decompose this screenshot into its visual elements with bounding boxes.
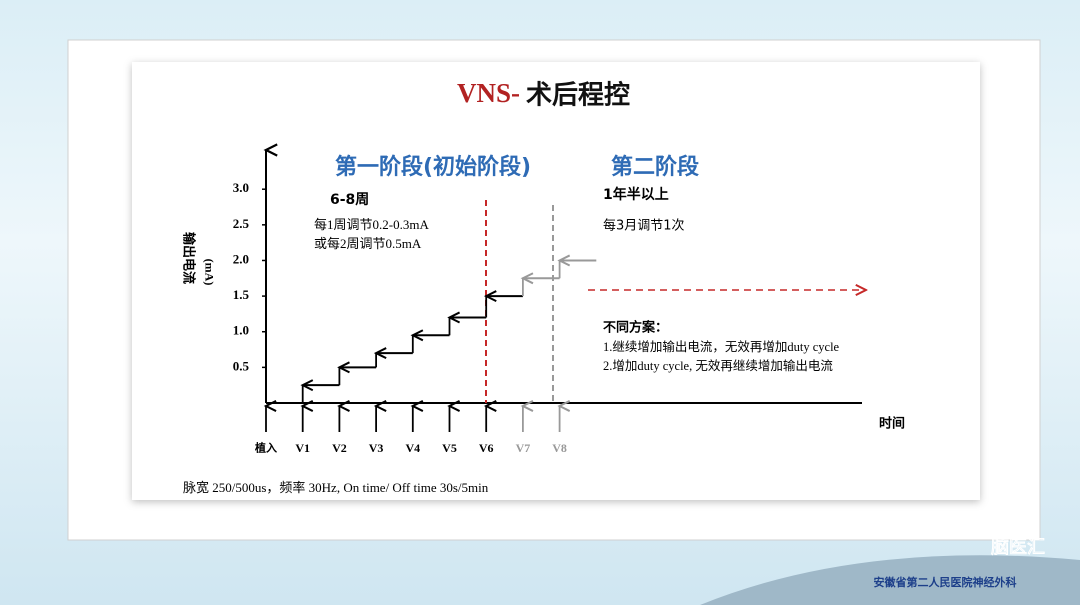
y-tick-label: 2.5 bbox=[233, 216, 250, 231]
option-item: 2.增加duty cycle, 无效再继续增加输出电流 bbox=[603, 358, 833, 373]
x-tick-label: 植入 bbox=[254, 441, 277, 455]
y-tick-label: 0.5 bbox=[233, 358, 250, 373]
x-tick-label: V2 bbox=[332, 441, 347, 455]
title: 术后程控 bbox=[526, 81, 630, 111]
x-tick-label: V1 bbox=[295, 441, 310, 455]
footnote: 脉宽 250/500us，频率 30Hz, On time/ Off time … bbox=[183, 480, 489, 495]
x-tick-label: V5 bbox=[442, 441, 457, 455]
x-tick-label: V4 bbox=[405, 441, 420, 455]
y-tick-label: 1.0 bbox=[233, 323, 249, 338]
y-tick-label: 3.0 bbox=[233, 180, 249, 195]
footer-logo: 脑医汇 bbox=[991, 537, 1045, 558]
slide-panel bbox=[132, 62, 980, 500]
y-axis-unit: (mA) bbox=[202, 259, 216, 286]
y-tick-label: 2.0 bbox=[233, 251, 249, 266]
phase-title: 第二阶段 bbox=[611, 154, 699, 180]
phase-note: 每1周调节0.2-0.3mA bbox=[314, 217, 429, 232]
phase-note: 或每2周调节0.5mA bbox=[314, 236, 422, 251]
phase-duration: 1年半以上 bbox=[603, 186, 669, 203]
option-item: 1.继续增加输出电流，无效再增加duty cycle bbox=[603, 339, 840, 354]
footer-bg bbox=[700, 555, 1080, 605]
options-title: 不同方案： bbox=[603, 320, 668, 336]
y-tick-label: 1.5 bbox=[233, 287, 250, 302]
x-tick-label: V7 bbox=[516, 441, 531, 455]
x-tick-label: V6 bbox=[479, 441, 494, 455]
footer-org: 安徽省第二人民医院神经外科 bbox=[874, 575, 1017, 589]
phase-duration: 6-8周 bbox=[330, 192, 369, 208]
phase-title: 第一阶段(初始阶段) bbox=[335, 154, 531, 180]
x-axis-label: 时间 bbox=[879, 416, 905, 432]
x-tick-label: V3 bbox=[369, 441, 384, 455]
x-tick-label: V8 bbox=[552, 441, 567, 455]
phase-note: 每3月调节1次 bbox=[603, 218, 685, 234]
y-axis-label: 输出电流 bbox=[181, 232, 197, 284]
title-prefix: VNS- bbox=[457, 78, 520, 108]
